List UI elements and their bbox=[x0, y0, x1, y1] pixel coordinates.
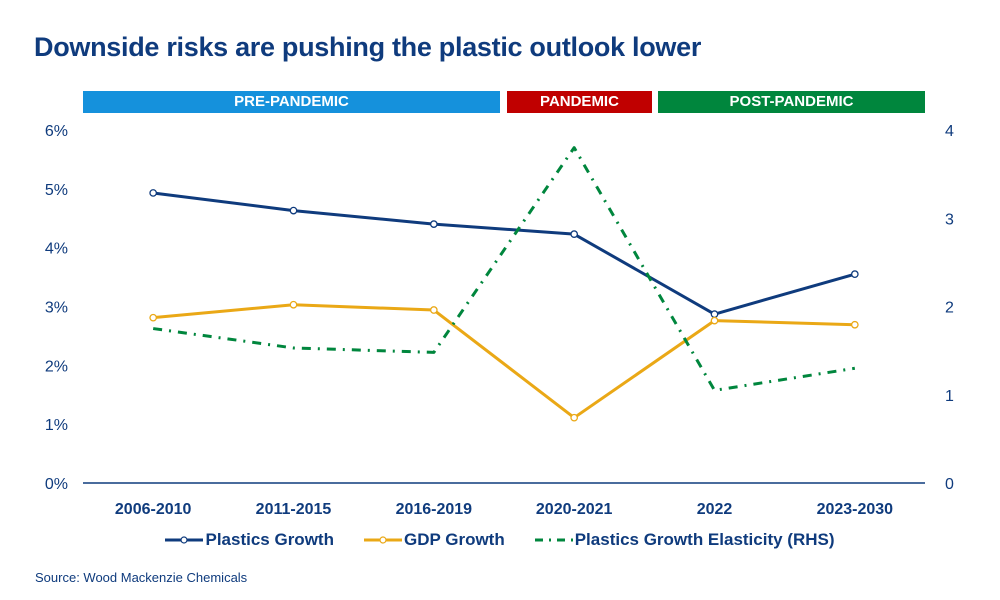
data-point-0-4 bbox=[710, 310, 719, 318]
x-tick-label: 2022 bbox=[697, 501, 733, 518]
y-left-tick-label: 1% bbox=[45, 417, 68, 434]
y-right-tick-label: 2 bbox=[945, 300, 954, 317]
legend-label-plastics: Plastics Growth bbox=[205, 530, 334, 549]
x-tick-label: 2006-2010 bbox=[115, 501, 192, 518]
x-tick-label: 2016-2019 bbox=[396, 501, 473, 518]
series-line-0 bbox=[152, 191, 856, 316]
y-right-tick-label: 3 bbox=[945, 211, 954, 228]
series-line-2 bbox=[152, 146, 856, 392]
phase-pandemic: PANDEMIC bbox=[507, 91, 652, 113]
source-note: Source: Wood Mackenzie Chemicals bbox=[35, 570, 248, 585]
y-left-tick-label: 5% bbox=[45, 182, 68, 199]
data-point-1-4 bbox=[710, 316, 719, 325]
phase-pre-pandemic: PRE-PANDEMIC bbox=[83, 91, 500, 113]
data-point-1-3 bbox=[570, 413, 579, 422]
legend-swatch-gdp bbox=[363, 536, 402, 544]
series-line-1 bbox=[153, 303, 855, 420]
legend-label-gdp: GDP Growth bbox=[403, 530, 505, 549]
data-point-0-2 bbox=[429, 220, 438, 228]
data-point-0-5 bbox=[850, 270, 859, 278]
legend-label-elasticity: Plastics Growth Elasticity (RHS) bbox=[574, 530, 835, 549]
legend-swatch-plastics bbox=[165, 536, 204, 544]
y-right-tick-label: 0 bbox=[945, 476, 954, 493]
phase-post-pandemic: POST-PANDEMIC bbox=[658, 91, 925, 113]
data-point-1-2 bbox=[429, 306, 438, 314]
legend-swatch-elasticity bbox=[534, 538, 573, 542]
data-point-0-1 bbox=[289, 206, 298, 215]
x-tick-label: 2011-2015 bbox=[256, 501, 332, 518]
x-tick-label: 2023-2030 bbox=[817, 501, 894, 518]
legend-item-plastics: Plastics Growth bbox=[165, 530, 334, 550]
y-left-tick-label: 0% bbox=[45, 476, 68, 493]
y-left-tick-label: 3% bbox=[45, 300, 68, 317]
legend-item-elasticity: Plastics Growth Elasticity (RHS) bbox=[534, 530, 835, 550]
chart-title: Downside risks are pushing the plastic o… bbox=[34, 32, 702, 62]
y-left-tick-label: 6% bbox=[45, 123, 68, 140]
legend-item-gdp: GDP Growth bbox=[363, 530, 505, 550]
data-point-1-0 bbox=[149, 313, 158, 322]
data-point-0-3 bbox=[570, 230, 579, 238]
data-point-1-5 bbox=[850, 320, 859, 329]
y-right-tick-label: 4 bbox=[945, 123, 954, 140]
y-left-tick-label: 2% bbox=[45, 358, 68, 375]
y-right-tick-label: 1 bbox=[945, 388, 954, 405]
data-point-0-0 bbox=[149, 189, 158, 197]
data-point-1-1 bbox=[289, 300, 298, 309]
y-left-tick-label: 4% bbox=[45, 241, 68, 258]
x-tick-label: 2020-2021 bbox=[536, 501, 613, 518]
legend: Plastics Growth GDP Growth Plastics Grow… bbox=[0, 530, 1000, 550]
